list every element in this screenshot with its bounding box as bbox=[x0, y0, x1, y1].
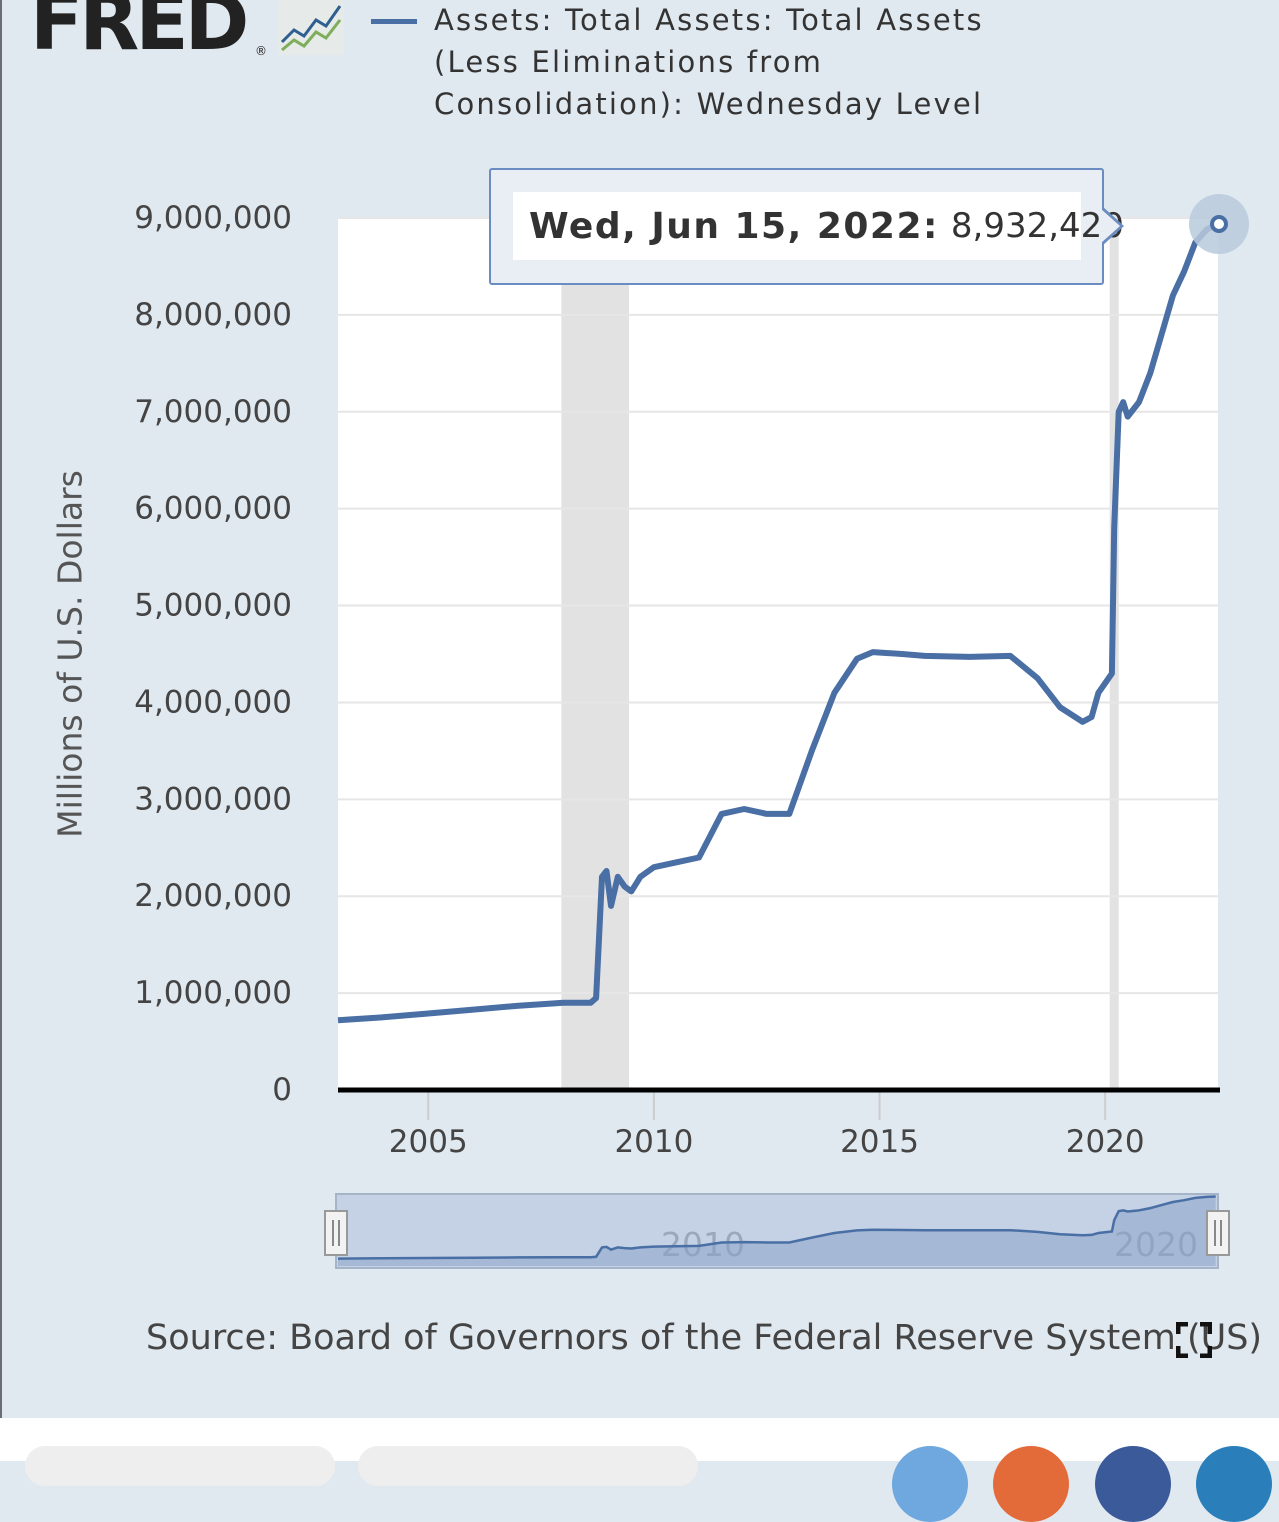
y-tick-label: 4,000,000 bbox=[134, 684, 292, 720]
y-tick-label: 8,000,000 bbox=[134, 297, 292, 333]
action-button-2[interactable] bbox=[358, 1446, 698, 1486]
y-tick-label: 5,000,000 bbox=[134, 588, 292, 624]
share-icon-4[interactable] bbox=[1196, 1446, 1272, 1522]
left-edge bbox=[0, 0, 2, 1420]
y-tick-label: 1,000,000 bbox=[134, 975, 292, 1011]
action-button-1[interactable] bbox=[25, 1446, 335, 1486]
series-line-0 bbox=[337, 221, 1218, 1024]
tooltip-value: 8,932,420 bbox=[950, 206, 1124, 246]
share-icon-1[interactable] bbox=[892, 1446, 968, 1522]
share-icon-3[interactable] bbox=[1095, 1446, 1171, 1522]
share-icon-2[interactable] bbox=[993, 1446, 1069, 1522]
source-text: Source: Board of Governors of the Federa… bbox=[146, 1318, 1263, 1358]
plot-area bbox=[338, 218, 1218, 1090]
y-tick-label: 6,000,000 bbox=[134, 491, 292, 527]
y-axis-label: Millions of U.S. Dollars bbox=[51, 470, 90, 838]
x-tick-label: 2015 bbox=[840, 1124, 919, 1160]
y-tick-label: 7,000,000 bbox=[134, 394, 292, 430]
navigator-area-0 bbox=[338, 1196, 1216, 1266]
y-tick-label: 2,000,000 bbox=[134, 878, 292, 914]
tooltip-content: Wed, Jun 15, 2022: 8,932,420 bbox=[513, 192, 1124, 260]
highlight-point[interactable] bbox=[1210, 215, 1228, 233]
legend-series-swatch bbox=[371, 19, 417, 24]
tooltip-arrow-inner bbox=[1101, 209, 1120, 243]
x-tick-label: 2005 bbox=[389, 1124, 468, 1160]
fred-logo[interactable]: FRED bbox=[30, 0, 249, 62]
navigator-handle-right[interactable] bbox=[1206, 1210, 1230, 1256]
line-chart: 0 1,000,000 2,000,000 3,000,000 4,000,000 5,0… bbox=[51, 194, 1249, 1269]
logo-registered-mark: ® bbox=[255, 44, 267, 58]
recession-band-0 bbox=[561, 218, 630, 1090]
y-tick-label: 3,000,000 bbox=[134, 781, 292, 817]
y-tick-label: 0 bbox=[272, 1072, 292, 1108]
tooltip-date: Wed, Jun 15, 2022: bbox=[529, 205, 939, 247]
y-tick-label: 9,000,000 bbox=[134, 200, 292, 236]
legend-series-label[interactable]: Assets: Total Assets: Total Assets (Less… bbox=[434, 3, 984, 121]
x-tick-label: 2020 bbox=[1066, 1124, 1145, 1160]
x-tick-label: 2010 bbox=[614, 1124, 693, 1160]
fullscreen-icon[interactable] bbox=[1176, 1322, 1212, 1358]
navigator-handle-left[interactable] bbox=[324, 1210, 348, 1256]
line-chart-icon bbox=[278, 0, 344, 55]
navigator-line-0 bbox=[337, 1195, 1216, 1260]
logo-text: FRED bbox=[30, 0, 249, 68]
tooltip: Wed, Jun 15, 2022: 8,932,420 bbox=[489, 168, 1124, 285]
